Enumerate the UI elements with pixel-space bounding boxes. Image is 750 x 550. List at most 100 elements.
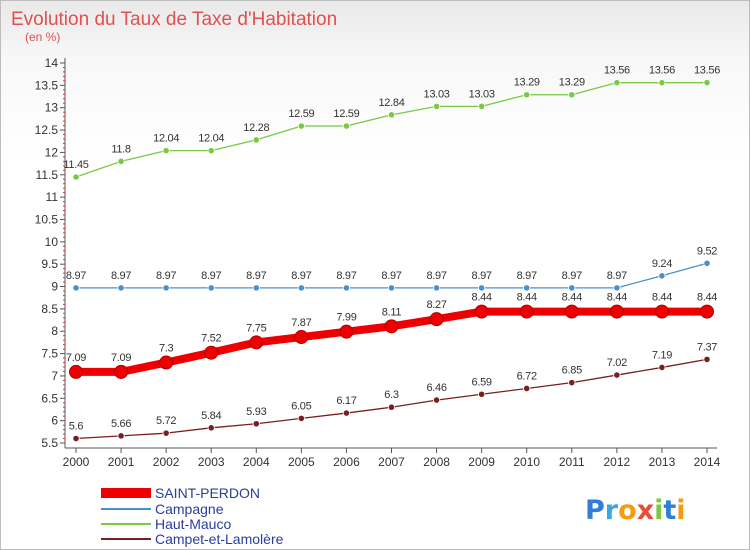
data-point (159, 355, 174, 370)
data-point (162, 284, 170, 292)
data-label: 5.93 (246, 406, 266, 418)
data-point (117, 157, 125, 165)
data-label: 7.75 (246, 322, 266, 334)
y-tick-label: 11.5 (36, 168, 59, 182)
x-tick-label: 2002 (153, 455, 180, 469)
y-tick-label: 10 (45, 235, 59, 249)
data-label: 8.97 (201, 270, 221, 282)
logo-letter: P (585, 495, 605, 526)
data-label: 8.97 (426, 270, 446, 282)
data-point (342, 122, 351, 130)
data-label: 8.44 (517, 292, 537, 304)
data-point (564, 304, 579, 319)
y-tick-label: 13.5 (35, 78, 59, 92)
y-tick-label: 12 (45, 145, 59, 159)
data-label: 5.72 (156, 415, 176, 427)
data-point (342, 409, 351, 417)
data-label: 7.02 (607, 357, 627, 369)
x-tick-label: 2014 (694, 455, 721, 469)
y-tick-label: 9.5 (41, 257, 58, 271)
data-point (252, 136, 260, 144)
data-point (474, 304, 489, 319)
y-tick-label: 11 (46, 190, 59, 204)
data-label: 11.45 (63, 159, 88, 171)
x-tick-label: 2005 (288, 455, 315, 469)
data-label: 7.99 (336, 312, 356, 324)
data-point (204, 345, 219, 360)
data-label: 8.97 (156, 270, 176, 282)
legend: SAINT-PERDONCampagneHaut-MaucoCampet-et-… (101, 485, 284, 547)
y-tick-label: 6.5 (41, 391, 58, 405)
y-tick-label: 9 (51, 280, 58, 294)
data-point (703, 355, 711, 363)
data-point (478, 102, 486, 110)
y-tick-label: 7.5 (41, 347, 58, 361)
data-point (568, 379, 576, 387)
legend-item: Campagne (101, 501, 224, 517)
legend-item: SAINT-PERDON (101, 485, 260, 501)
data-point (568, 91, 576, 99)
data-point (294, 330, 309, 345)
data-point (252, 420, 260, 428)
data-point (162, 429, 170, 437)
y-tick-label: 7 (51, 369, 58, 383)
data-label: 8.11 (382, 306, 402, 318)
data-point (207, 424, 215, 432)
data-label: 13.03 (424, 88, 450, 100)
data-point (700, 304, 714, 319)
data-label: 6.17 (336, 395, 356, 407)
data-point (568, 284, 576, 292)
data-point (703, 79, 711, 87)
data-label: 6.05 (291, 400, 311, 412)
logo-letter: o (618, 495, 637, 526)
data-label: 13.56 (649, 65, 675, 77)
x-tick-label: 2000 (63, 455, 90, 469)
x-tick-label: 2008 (423, 455, 450, 469)
data-label: 8.97 (472, 270, 492, 282)
data-point (297, 414, 305, 423)
y-tick-label: 5.5 (41, 436, 58, 450)
data-point (478, 390, 486, 398)
series-layer: 11.45 11.8 12.04 12.04 12.28 12.59 12.59 12.84 1… (63, 65, 720, 443)
data-label: 8.97 (562, 270, 582, 282)
data-label: 6.46 (426, 382, 446, 394)
data-label: 7.3 (159, 343, 174, 355)
data-point (384, 319, 399, 334)
data-label: 8.27 (426, 299, 446, 311)
data-point (207, 147, 215, 155)
data-point (72, 173, 80, 181)
data-label: 5.66 (111, 418, 131, 430)
legend-label: Campet-et-Lamolère (155, 531, 284, 547)
logo-letter: i (676, 495, 685, 526)
data-point (339, 324, 354, 339)
data-point (478, 284, 486, 292)
data-point (658, 272, 666, 280)
data-label: 9.52 (697, 245, 717, 257)
legend-label: Haut-Mauco (155, 516, 231, 532)
data-label: 8.97 (291, 270, 311, 282)
data-label: 8.97 (111, 270, 131, 282)
data-label: 8.44 (607, 292, 627, 304)
data-label: 7.87 (291, 317, 311, 329)
series-campagne: 8.97 8.97 8.97 8.97 8.97 8.97 8.97 8.97 8.97 8.97… (66, 245, 718, 292)
logo-letter: r (605, 495, 619, 526)
data-point (117, 284, 125, 292)
data-point (117, 432, 125, 440)
data-label: 6.59 (472, 376, 492, 388)
series-saint-perdon: 7.09 7.09 7.3 7.52 7.75 7.87 7.99 8.11 8.27 8.44 8… (66, 292, 718, 379)
data-label: 8.44 (652, 292, 672, 304)
data-point (703, 259, 711, 267)
data-label: 5.84 (201, 410, 221, 422)
data-point (387, 284, 396, 292)
data-point (297, 122, 305, 130)
data-point (609, 304, 624, 319)
logo-letter: t (663, 495, 676, 526)
data-label: 8.44 (697, 292, 717, 304)
data-label: 8.97 (607, 270, 627, 282)
data-label: 8.44 (472, 292, 492, 304)
data-point (658, 79, 666, 87)
data-label: 13.56 (694, 65, 720, 77)
data-point (432, 102, 441, 110)
